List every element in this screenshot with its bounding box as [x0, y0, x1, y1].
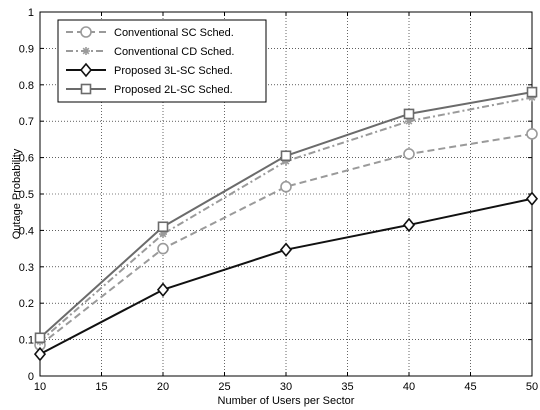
legend-entry: Conventional SC Sched. [66, 26, 234, 39]
data-point [402, 217, 416, 233]
data-point [156, 282, 170, 297]
legend-label: Conventional SC Sched. [114, 27, 234, 39]
series-layer [33, 86, 539, 362]
y-tick-label: 0.1 [19, 335, 34, 347]
data-point [34, 332, 46, 344]
y-tick-label: 0.6 [19, 153, 34, 165]
data-point [403, 148, 415, 160]
series-diamond [33, 191, 539, 362]
legend-label: Proposed 3L-SC Sched. [114, 65, 233, 77]
legend-entry: Conventional CD Sched. [66, 46, 234, 58]
data-point [279, 242, 293, 257]
axis-ticks: 10 15 20 25 30 35 40 45 50 0 0.1 0.2 0.3 0.4 0.5 0.6 0.7… [19, 7, 538, 393]
data-point [403, 108, 415, 120]
y-axis-label: Outage Probability [11, 148, 23, 239]
x-tick-label: 35 [341, 381, 353, 393]
y-tick-label: 0.4 [19, 225, 34, 237]
data-point [280, 150, 292, 162]
x-axis-label: Number of Users per Sector [218, 395, 355, 407]
series-line [39, 132, 533, 346]
x-tick-label: 40 [403, 381, 415, 393]
legend-marker [79, 62, 93, 78]
legend: Conventional SC Sched. Conventional CD Sc… [57, 19, 267, 103]
y-tick-label: 0.9 [19, 43, 34, 55]
x-tick-label: 25 [218, 381, 230, 393]
x-tick-label: 45 [464, 381, 476, 393]
series-star [36, 93, 536, 346]
data-point [405, 117, 413, 126]
x-tick-label: 50 [526, 381, 538, 393]
x-tick-label: 15 [95, 381, 107, 393]
y-tick-label: 0 [28, 371, 34, 383]
y-tick-label: 0.7 [19, 116, 34, 128]
data-point [33, 346, 47, 362]
legend-entry: Proposed 2L-SC Sched. [66, 83, 233, 96]
legend-label: Proposed 2L-SC Sched. [114, 84, 233, 96]
x-tick-label: 10 [34, 381, 46, 393]
y-tick-label: 0.5 [19, 189, 34, 201]
data-point [157, 242, 169, 255]
data-point [526, 128, 538, 140]
legend-marker [80, 26, 92, 38]
legend-marker [82, 47, 90, 55]
x-tick-label: 30 [280, 381, 292, 393]
data-point [157, 221, 169, 233]
y-tick-label: 1 [28, 7, 34, 19]
series-square [34, 86, 538, 344]
data-point [280, 180, 292, 193]
legend-label: Conventional CD Sched. [114, 46, 234, 58]
data-point [526, 86, 538, 98]
data-point [525, 191, 539, 206]
y-tick-label: 0.3 [19, 262, 34, 274]
series-circle [34, 128, 538, 351]
x-tick-label: 20 [157, 381, 169, 393]
legend-entry: Proposed 3L-SC Sched. [66, 62, 233, 78]
legend-marker [80, 83, 92, 95]
y-tick-label: 0.8 [19, 80, 34, 92]
y-tick-label: 0.2 [19, 298, 34, 310]
